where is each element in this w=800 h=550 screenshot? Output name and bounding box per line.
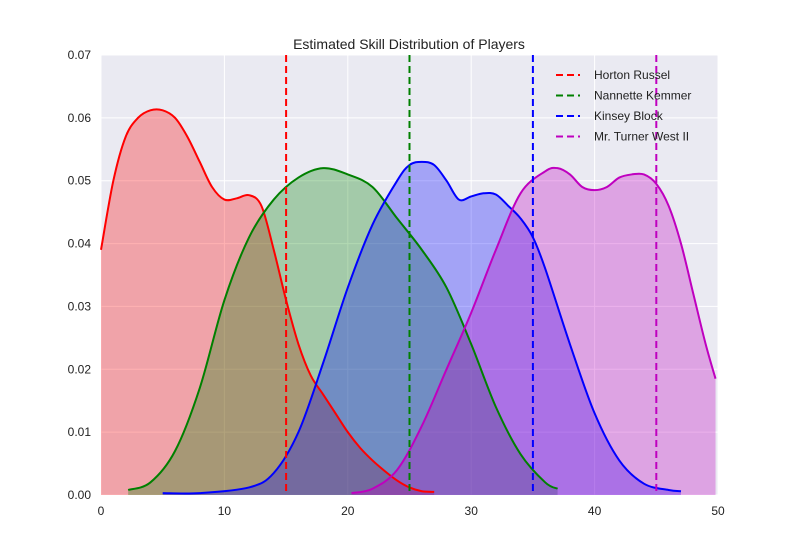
y-tick-label: 0.01 [68, 425, 92, 439]
x-tick-label: 0 [98, 504, 105, 518]
series-line-2 [162, 160, 682, 495]
chart-title: Estimated Skill Distribution of Players [293, 36, 525, 52]
y-tick-labels: 0.00 0.01 0.02 0.03 0.04 0.05 0.06 0.07 [68, 48, 92, 502]
y-tick-label: 0.02 [68, 362, 92, 376]
legend-label: Kinsey Block [594, 109, 664, 123]
series-area-0 [101, 109, 435, 495]
series-line-3 [351, 166, 717, 495]
y-tick-label: 0.06 [68, 111, 92, 125]
legend-label: Horton Russel [594, 68, 670, 82]
y-tick-label: 0.07 [68, 48, 92, 62]
series-line-1 [127, 167, 559, 491]
x-tick-label: 40 [588, 504, 602, 518]
series-lines [100, 108, 717, 495]
x-tick-label: 30 [465, 504, 479, 518]
series-area-1 [128, 168, 558, 496]
legend-label: Mr. Turner West II [594, 130, 689, 144]
x-tick-label: 20 [341, 504, 355, 518]
series-area-2 [162, 161, 681, 496]
y-tick-label: 0.00 [68, 488, 92, 502]
legend: Horton Russel Nannette Kemmer Kinsey Block… [556, 68, 691, 144]
x-tick-label: 50 [711, 504, 725, 518]
y-tick-label: 0.03 [68, 299, 92, 313]
series-line-0 [100, 108, 435, 493]
y-tick-label: 0.05 [68, 174, 92, 188]
mean-lines [285, 55, 658, 495]
x-tick-label: 10 [218, 504, 232, 518]
legend-label: Nannette Kemmer [594, 89, 691, 103]
y-tick-label: 0.04 [68, 237, 92, 251]
x-tick-labels: 0 10 20 30 40 50 [98, 504, 725, 518]
